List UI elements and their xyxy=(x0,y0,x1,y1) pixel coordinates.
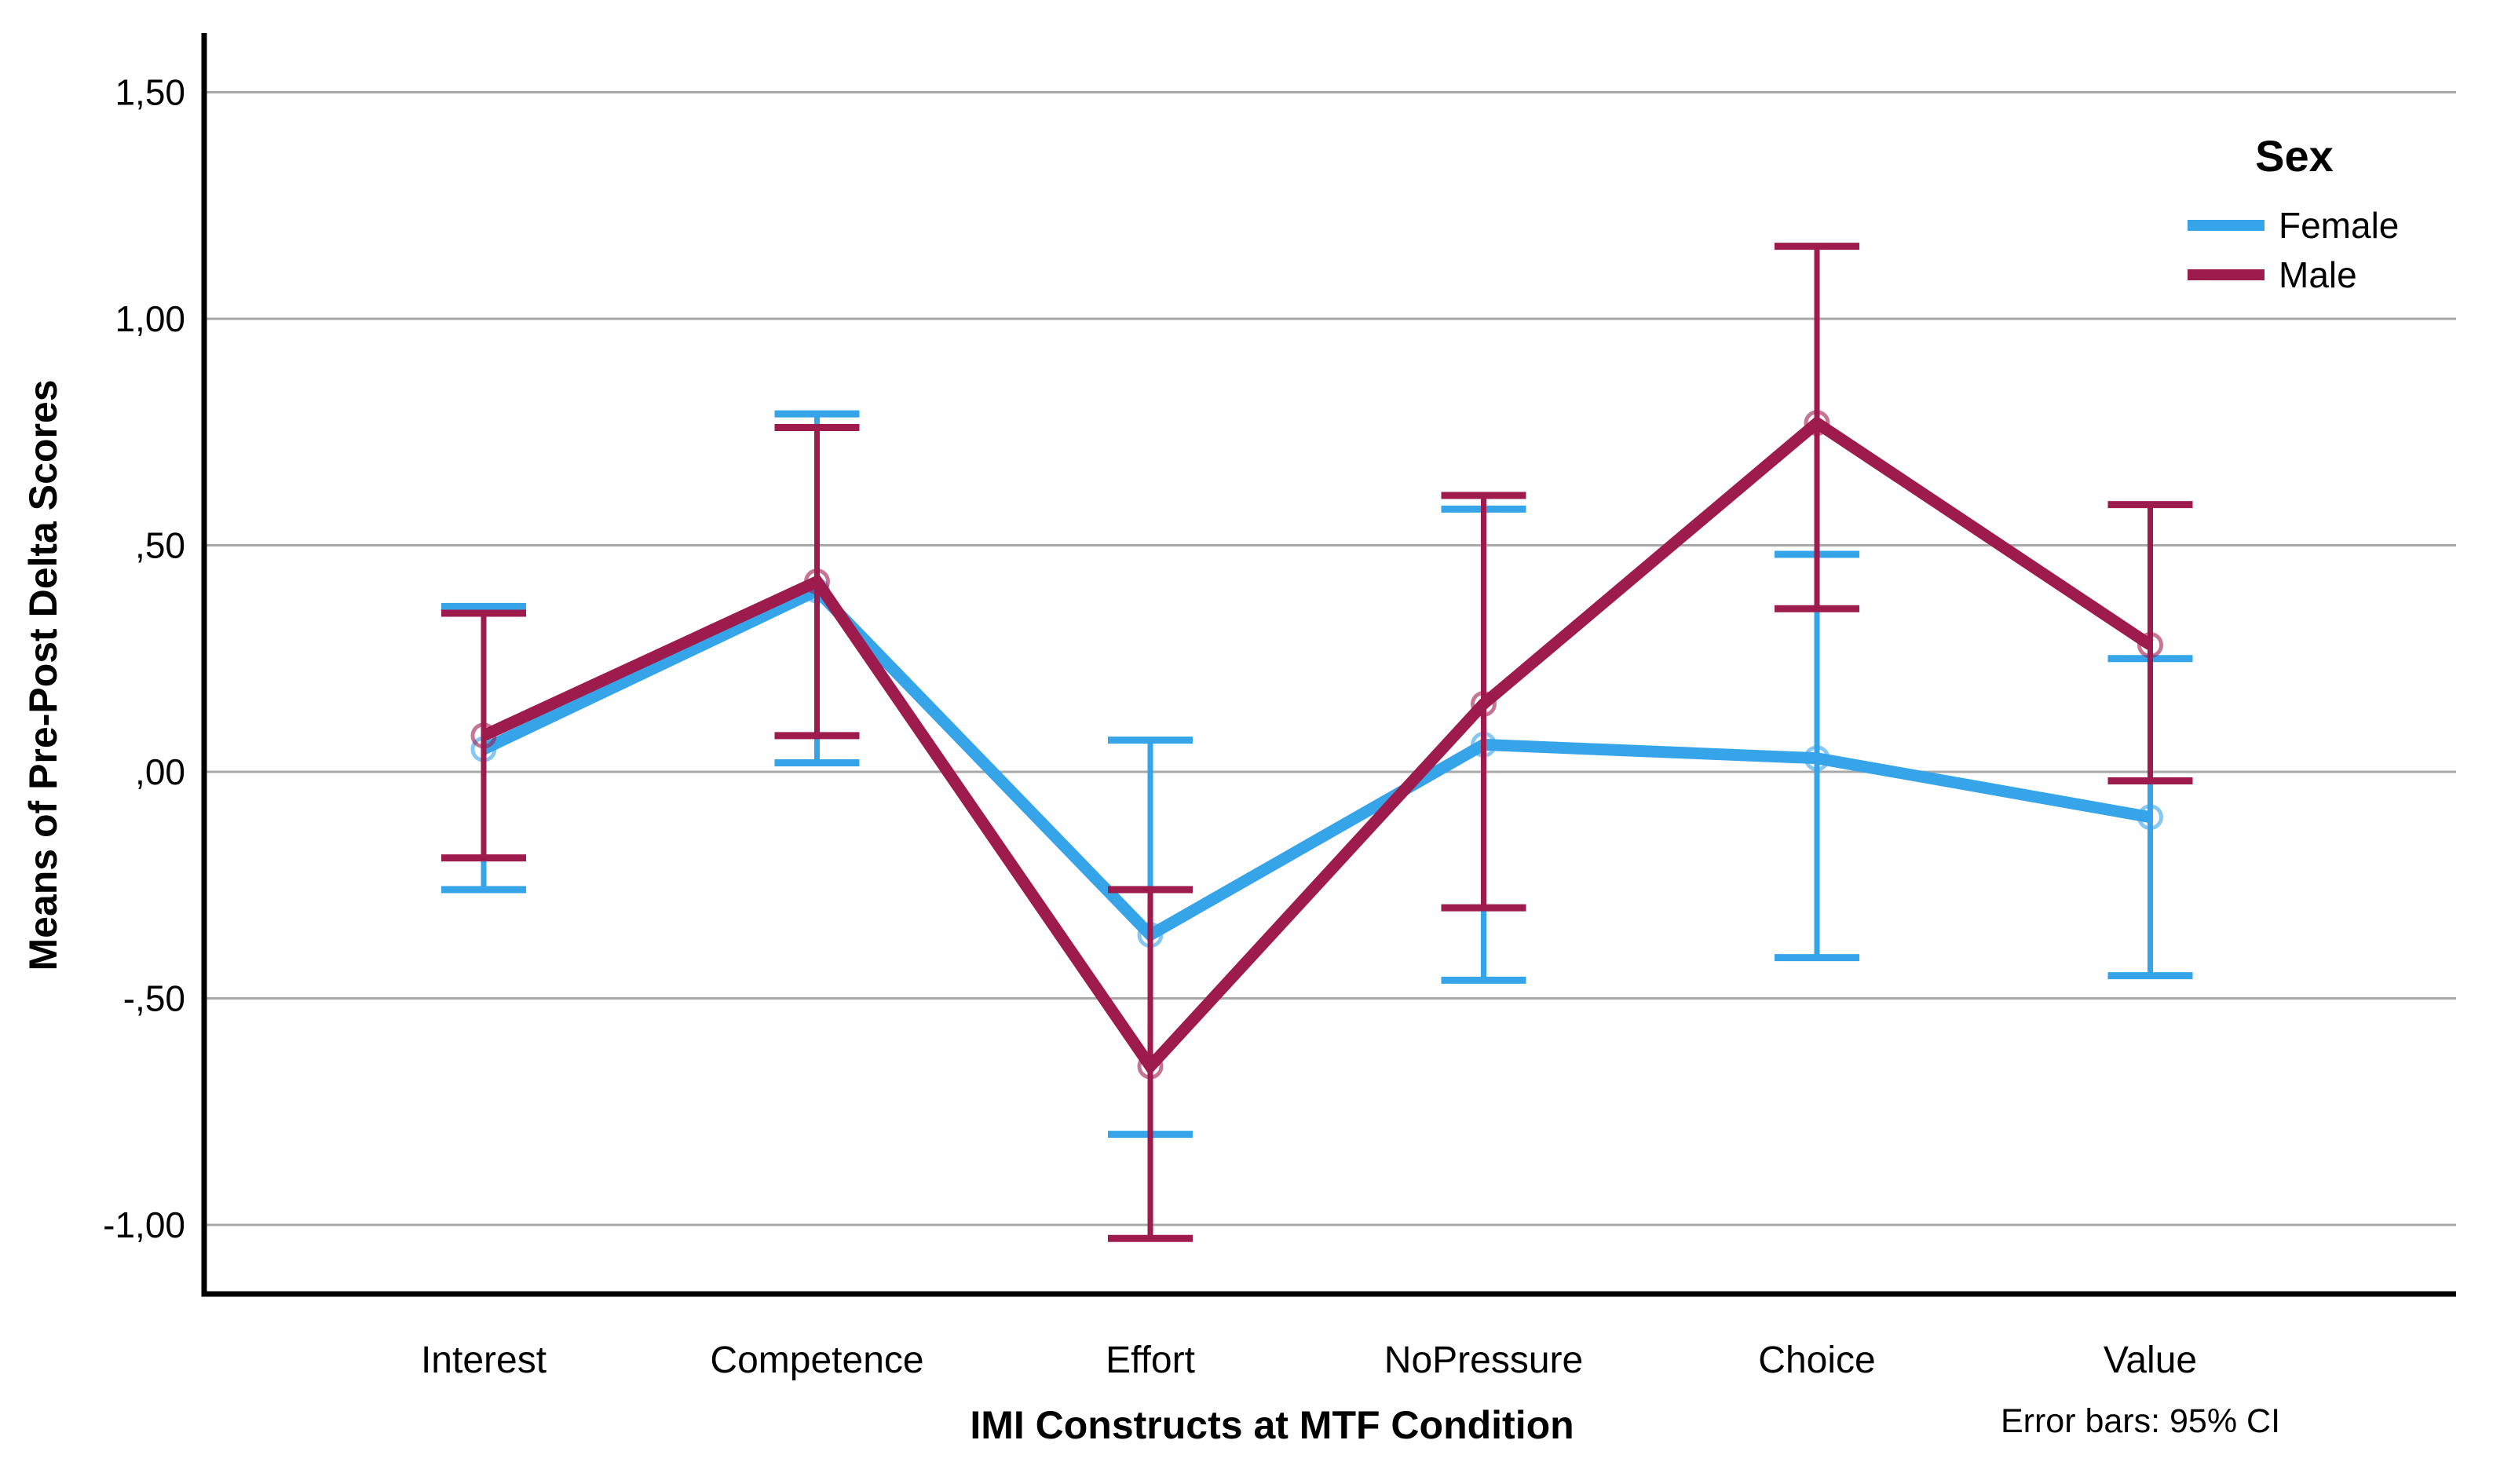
legend-item-male: Male xyxy=(2188,254,2357,295)
data-point-marker-male xyxy=(470,722,497,749)
y-axis-title: Means of Pre-Post Delta Scores xyxy=(21,379,65,970)
data-point-marker-female xyxy=(1804,745,1830,772)
y-tick-label: ,00 xyxy=(135,751,185,792)
legend-item-female: Female xyxy=(2188,205,2399,246)
y-tick-label: 1,50 xyxy=(115,72,185,113)
legend-item-label: Female xyxy=(2279,205,2399,246)
x-axis-title: IMI Constructs at MTF Condition xyxy=(970,1403,1574,1447)
data-point-marker-male xyxy=(2137,631,2163,658)
y-tick-label: ,50 xyxy=(135,525,185,566)
x-category-label: Value xyxy=(2104,1340,2197,1381)
series-group-female xyxy=(441,410,2193,1139)
x-category-label: Effort xyxy=(1106,1340,1195,1381)
legend-group: Sex Female Male xyxy=(2188,131,2399,295)
x-category-labels-group: Interest Competence Effort NoPressure Choice… xyxy=(421,1340,2197,1381)
data-point-marker-male xyxy=(1137,1053,1164,1080)
x-category-label: Competence xyxy=(710,1340,923,1381)
y-tick-label: -,50 xyxy=(123,978,185,1019)
y-tick-label: 1,00 xyxy=(115,298,185,339)
data-point-marker-male xyxy=(1804,410,1830,437)
legend-title: Sex xyxy=(2255,131,2334,181)
x-category-label: Choice xyxy=(1758,1340,1875,1381)
series-group-male xyxy=(441,243,2193,1242)
x-category-label: NoPressure xyxy=(1384,1340,1583,1381)
series-line-male xyxy=(481,415,2154,1076)
x-category-label: Interest xyxy=(421,1340,546,1381)
y-tick-labels-group: 1,50 1,00 ,50 ,00 -,50 -1,00 xyxy=(103,72,185,1246)
data-point-marker-female xyxy=(2137,804,2163,831)
series-line-female xyxy=(481,583,2151,943)
error-bars-footnote: Error bars: 95% CI xyxy=(2001,1402,2280,1440)
data-point-marker-male xyxy=(804,568,830,595)
gridlines-group xyxy=(207,91,2456,1226)
legend-item-label: Male xyxy=(2279,254,2357,295)
data-point-marker-male xyxy=(1471,690,1497,717)
y-tick-label: -1,00 xyxy=(103,1204,185,1245)
